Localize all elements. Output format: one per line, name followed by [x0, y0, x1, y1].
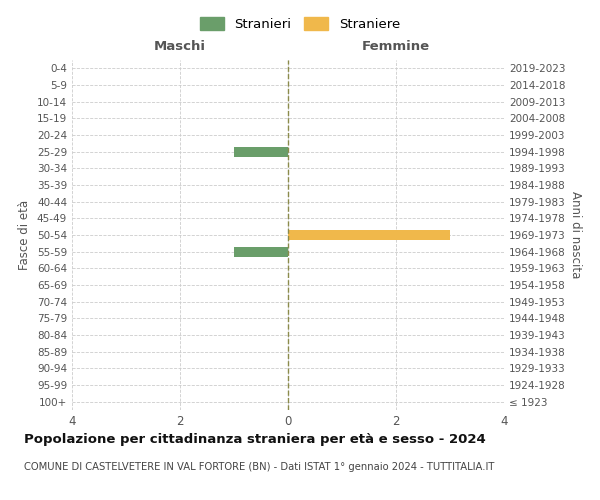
Text: COMUNE DI CASTELVETERE IN VAL FORTORE (BN) - Dati ISTAT 1° gennaio 2024 - TUTTIT: COMUNE DI CASTELVETERE IN VAL FORTORE (B… — [24, 462, 494, 472]
Bar — [288, 230, 450, 240]
Y-axis label: Anni di nascita: Anni di nascita — [569, 192, 582, 278]
Bar — [234, 146, 288, 156]
Text: Femmine: Femmine — [362, 40, 430, 52]
Y-axis label: Fasce di età: Fasce di età — [19, 200, 31, 270]
Legend: Stranieri, Straniere: Stranieri, Straniere — [194, 12, 406, 36]
Text: Popolazione per cittadinanza straniera per età e sesso - 2024: Popolazione per cittadinanza straniera p… — [24, 432, 486, 446]
Text: Maschi: Maschi — [154, 40, 206, 52]
Bar — [234, 246, 288, 256]
